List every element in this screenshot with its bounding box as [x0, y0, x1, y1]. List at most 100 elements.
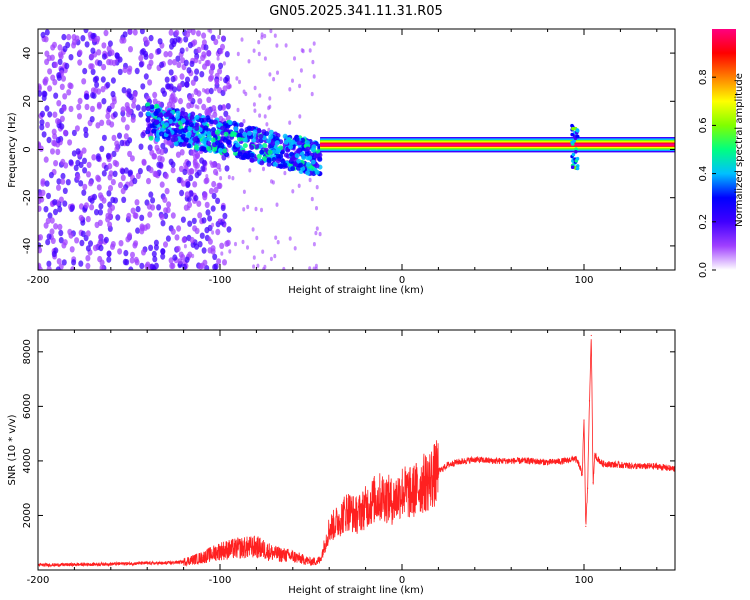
heat-cell [144, 39, 150, 46]
heat-cell [98, 233, 103, 241]
heat-cell [305, 170, 311, 176]
heat-cell [97, 60, 103, 67]
heat-cell [68, 105, 74, 113]
heat-cell [217, 68, 223, 75]
heat-cell [39, 124, 45, 131]
snr-point [201, 557, 203, 559]
heat-cell [199, 232, 205, 239]
heat-cell [152, 255, 158, 263]
heat-cell [194, 126, 200, 131]
heat-cell [170, 75, 176, 83]
snr-point [392, 501, 394, 503]
heat-cell [117, 56, 123, 63]
heat-cell [80, 35, 86, 42]
heat-cell [275, 154, 281, 159]
heat-cell [276, 240, 280, 245]
heat-cell [156, 204, 162, 211]
heat-cell [224, 165, 230, 172]
heat-cell [203, 177, 209, 185]
heat-cell [130, 251, 135, 259]
heat-cell [44, 29, 50, 36]
heat-cell [187, 220, 193, 227]
heat-cell [201, 159, 207, 166]
heat-cell [270, 179, 273, 184]
heat-cell [83, 126, 89, 133]
heat-cell [96, 49, 102, 56]
heat-cell [217, 147, 223, 153]
heat-cell [76, 103, 82, 111]
heat-cell [43, 156, 49, 163]
heat-cell [56, 184, 61, 191]
heat-cell [140, 83, 146, 90]
heat-cell [253, 108, 257, 113]
heat-cell [38, 145, 44, 152]
heat-cell [214, 129, 220, 135]
heat-cell [57, 58, 63, 66]
colorbar-ticks: 0.0 0.2 0.4 0.6 0.8 [698, 69, 716, 278]
heat-cell [223, 131, 229, 137]
heat-cell [132, 29, 138, 36]
snr-x-axis: -200 -100 0 100 [27, 330, 658, 586]
heat-cell [43, 222, 49, 229]
snr-point [474, 458, 476, 461]
heat-cell [570, 132, 574, 137]
heat-cell [94, 81, 100, 89]
heat-cell [92, 244, 98, 252]
heat-cell [49, 217, 55, 224]
heat-cell [44, 105, 50, 112]
heat-cell [189, 122, 194, 128]
heat-cell [185, 31, 191, 38]
heat-cell [154, 144, 160, 151]
heat-cell [111, 150, 117, 158]
heat-cell [71, 150, 77, 157]
snr-y-axis: 2000 4000 6000 8000 [22, 339, 675, 528]
heat-cell [288, 120, 292, 125]
heat-cell [217, 104, 223, 111]
heat-cell [272, 161, 278, 167]
heat-cell [99, 259, 105, 266]
chart-title: GN05.2025.341.11.31.R05 [269, 4, 443, 19]
heat-cell [101, 170, 107, 177]
heat-cell [139, 29, 145, 35]
heat-cell [43, 76, 49, 83]
heat-cell [193, 158, 196, 163]
heat-cell [60, 172, 66, 180]
heat-cell [240, 37, 244, 42]
heat-cell [71, 259, 77, 266]
heat-cell [211, 180, 217, 188]
heat-cell [134, 67, 140, 75]
heat-cell [78, 214, 84, 222]
heat-cell [56, 258, 62, 265]
heat-cell [101, 53, 107, 60]
heat-cell [314, 163, 320, 169]
heat-cell [38, 205, 42, 212]
heat-cell [105, 81, 111, 89]
heat-cell [62, 187, 68, 194]
heat-cell [225, 115, 231, 122]
heat-cell [101, 98, 107, 105]
heat-cell [174, 29, 180, 37]
heat-cell [261, 156, 267, 161]
heat-cell [310, 196, 314, 202]
snr-panel: -200 -100 0 100 2000 4000 6000 8000 Height of … [7, 329, 676, 596]
heat-cell [208, 87, 214, 95]
heat-cell [314, 230, 318, 236]
heat-cell [305, 140, 310, 146]
snr-point [292, 555, 294, 558]
heat-cell [318, 231, 322, 237]
heat-cell [206, 131, 212, 136]
heat-cell [112, 111, 118, 118]
heat-cell [300, 48, 304, 53]
snr-point [638, 465, 640, 467]
heat-cell [88, 180, 94, 187]
heat-cell [288, 87, 292, 92]
heat-cell [220, 251, 224, 256]
heat-cell [206, 136, 212, 142]
heat-cell [299, 68, 303, 73]
heat-cell [570, 123, 574, 128]
heat-cell [266, 138, 272, 144]
heat-cell [242, 189, 246, 194]
heat-cell [212, 253, 218, 260]
heat-cell [85, 215, 91, 223]
heat-cell [212, 119, 218, 125]
